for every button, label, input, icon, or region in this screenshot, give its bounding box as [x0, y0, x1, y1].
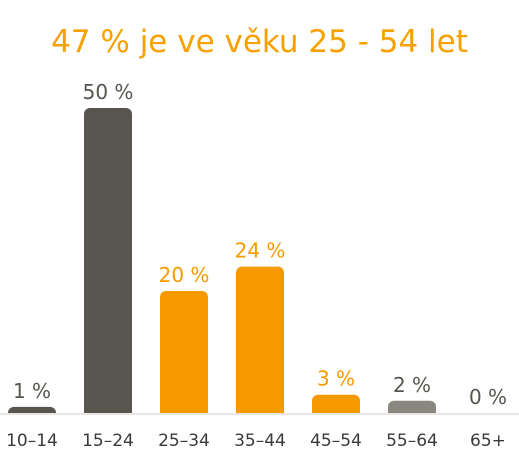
value-label-10–14: 1 % — [13, 379, 51, 403]
baseline-strip — [0, 413, 519, 425]
tick-label-10–14: 10–14 — [6, 431, 58, 451]
bar-45–54 — [312, 394, 360, 419]
value-label-35–44: 24 % — [235, 239, 286, 263]
tick-labels-group: 10–14 15–24 25–34 35–44 45–54 55–64 65+ — [6, 431, 506, 451]
tick-label-15–24: 15–24 — [82, 431, 134, 451]
value-label-15–24: 50 % — [83, 80, 134, 104]
value-labels-group: 1 % 50 % 20 % 24 % 3 % 2 % 0 % — [13, 80, 507, 409]
baseline-line — [0, 413, 519, 415]
value-label-55–64: 2 % — [393, 373, 431, 397]
tick-label-65+: 65+ — [470, 431, 506, 451]
value-label-65+: 0 % — [469, 385, 507, 409]
bar-25–34 — [160, 291, 208, 419]
bar-35–44 — [236, 266, 284, 419]
tick-label-45–54: 45–54 — [310, 431, 362, 451]
chart-title: 47 % je ve věku 25 - 54 let — [51, 24, 468, 60]
tick-label-25–34: 25–34 — [158, 431, 210, 451]
tick-label-55–64: 55–64 — [386, 431, 438, 451]
tick-label-35–44: 35–44 — [234, 431, 286, 451]
value-label-25–34: 20 % — [159, 263, 210, 287]
value-label-45–54: 3 % — [317, 367, 355, 391]
bars-group — [0, 108, 519, 425]
bar-15–24 — [84, 108, 132, 419]
